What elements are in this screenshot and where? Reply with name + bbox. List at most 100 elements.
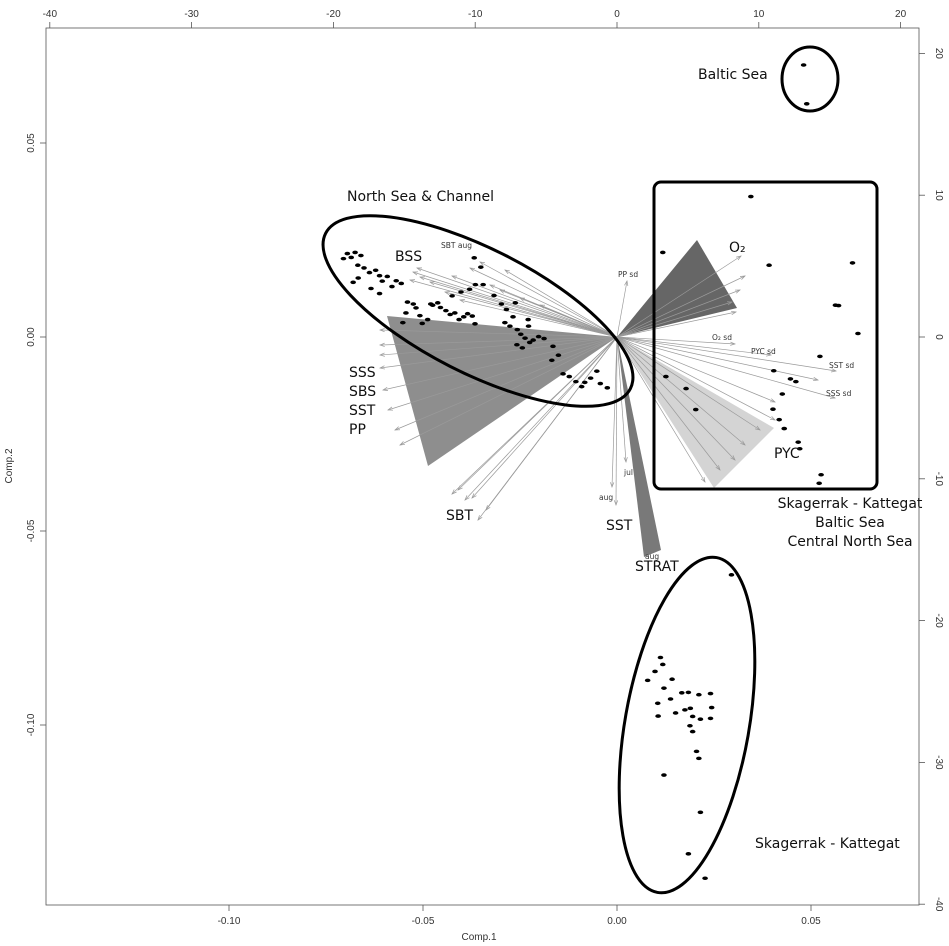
top-tick-label: 10 xyxy=(753,9,765,20)
group-label-pyc: PYC xyxy=(774,446,800,462)
data-point xyxy=(502,320,508,325)
data-point xyxy=(803,102,810,106)
label-skagerrak-kattegat: Skagerrak - Kattegat xyxy=(755,836,900,852)
arrow-head xyxy=(485,505,491,511)
data-point xyxy=(817,354,823,359)
data-point xyxy=(340,256,347,261)
data-point xyxy=(503,307,510,312)
loading-arrow xyxy=(616,280,628,338)
data-point xyxy=(358,253,364,258)
data-point xyxy=(403,311,409,315)
data-point xyxy=(661,773,667,777)
data-point xyxy=(449,294,455,298)
data-point xyxy=(514,327,521,332)
data-point xyxy=(796,446,803,451)
data-point xyxy=(480,282,486,287)
top-tick-label: 20 xyxy=(895,9,907,20)
data-point xyxy=(687,706,694,711)
data-point xyxy=(472,322,478,326)
loading-arrow xyxy=(471,336,618,499)
arrow-head xyxy=(471,493,477,499)
loading-arrow xyxy=(616,301,733,338)
data-point xyxy=(696,756,702,761)
data-point xyxy=(566,374,573,379)
loading-arrow xyxy=(616,336,736,461)
data-point xyxy=(659,662,666,667)
loading-arrow xyxy=(379,336,618,356)
loading-arrow xyxy=(485,336,618,511)
arrow-head xyxy=(419,276,426,281)
arrow-head xyxy=(451,275,458,280)
data-point xyxy=(517,332,524,337)
x-tick-label: -0.10 xyxy=(218,916,241,927)
arrow-head xyxy=(459,299,466,304)
data-point xyxy=(519,346,526,350)
loading-arrow xyxy=(379,336,618,346)
loading-arrow xyxy=(615,336,618,506)
loading-arrow xyxy=(504,269,618,338)
arrow-head xyxy=(766,352,773,357)
data-point xyxy=(366,270,373,275)
data-point xyxy=(466,287,473,292)
data-point xyxy=(456,317,462,322)
group-label-sbt: SBT xyxy=(446,508,473,524)
data-point xyxy=(512,301,519,305)
data-point xyxy=(460,315,467,319)
region-baltic-sea xyxy=(780,45,840,113)
fan-o2 xyxy=(617,240,737,337)
arrow-head xyxy=(730,341,737,346)
arrow-head xyxy=(457,485,463,491)
data-point xyxy=(404,300,411,304)
arrow-head xyxy=(416,267,423,272)
loading-arrow xyxy=(479,261,618,338)
y-tick-label: -0.05 xyxy=(26,519,37,542)
plot-frame xyxy=(45,27,920,906)
data-point xyxy=(526,340,533,345)
arrow-head xyxy=(399,441,406,446)
data-point xyxy=(644,678,651,683)
right-tick-label: -20 xyxy=(933,613,944,628)
top-axis: -40 -30 -20 -10 0 10 20 xyxy=(43,9,907,28)
data-point xyxy=(800,63,807,67)
loading-arrow xyxy=(616,336,761,431)
arrow-label-pyc-sd: PYC sd xyxy=(751,347,776,356)
data-point xyxy=(683,386,689,391)
data-point xyxy=(672,711,679,715)
sample-points xyxy=(340,63,861,881)
arrow-head xyxy=(489,284,496,289)
data-point xyxy=(514,342,520,347)
arrow-head xyxy=(444,291,451,296)
arrow-head xyxy=(700,477,706,483)
loading-arrow xyxy=(611,336,618,488)
loading-arrow xyxy=(379,336,618,369)
arrow-head xyxy=(610,482,615,489)
data-point xyxy=(661,686,667,690)
right-tick-label: 20 xyxy=(933,48,944,60)
data-point xyxy=(702,876,708,881)
right-axis: 20 10 0 -10 -20 -30 -40 xyxy=(919,48,944,912)
data-point xyxy=(507,324,513,328)
arrow-head xyxy=(378,342,385,347)
data-point xyxy=(578,384,585,389)
data-point xyxy=(361,266,367,270)
data-point xyxy=(522,336,528,340)
loading-arrow xyxy=(616,255,742,338)
data-point xyxy=(355,276,362,280)
top-tick-label: -20 xyxy=(326,9,341,20)
right-tick-label: 0 xyxy=(933,334,944,340)
loading-arrow xyxy=(616,336,776,421)
data-point xyxy=(770,407,776,411)
data-point xyxy=(549,358,555,363)
loading-arrow xyxy=(616,336,721,471)
data-point xyxy=(770,368,777,373)
arrow-head xyxy=(479,261,485,266)
data-point xyxy=(696,692,702,697)
data-point xyxy=(413,306,419,310)
x-axis-label: Comp.1 xyxy=(461,932,496,943)
data-point xyxy=(419,321,426,326)
data-point xyxy=(776,417,782,422)
loading-arrow xyxy=(394,336,618,431)
data-point xyxy=(682,708,688,712)
data-point xyxy=(424,317,431,322)
data-point xyxy=(437,305,444,310)
